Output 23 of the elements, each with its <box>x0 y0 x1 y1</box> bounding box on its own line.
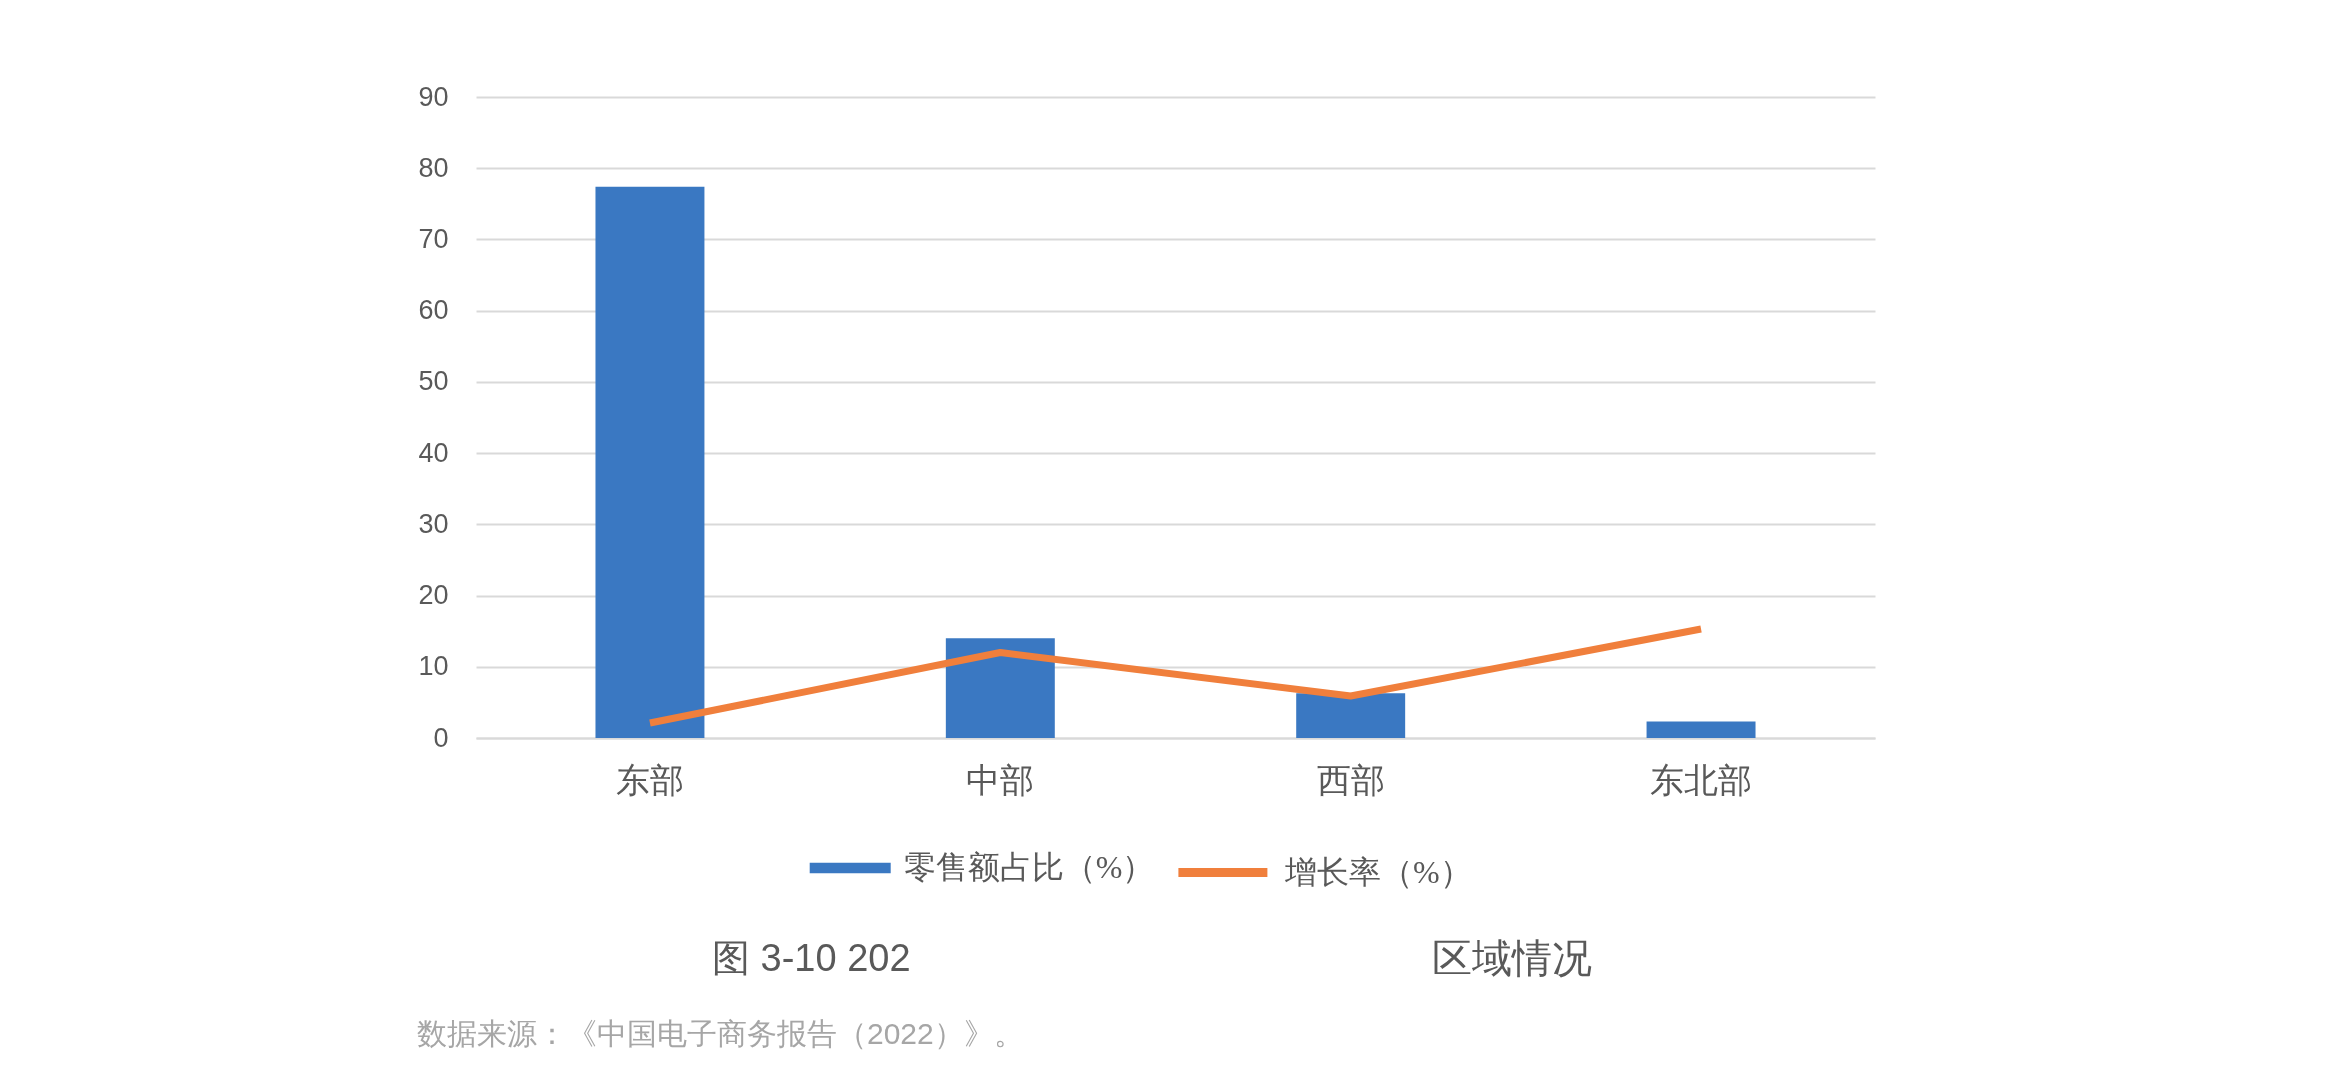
y-tick-label: 90 <box>418 81 449 112</box>
bar <box>595 186 705 738</box>
caption: 图 3-10 202 <box>712 937 911 979</box>
y-tick-label: 20 <box>418 580 449 611</box>
y-tick-label: 40 <box>418 437 449 468</box>
text: 区域情况 <box>1432 936 1592 980</box>
source-note: 数据来源：《中国电子商务报告（2022）》。 <box>417 1017 1024 1050</box>
bar <box>1296 693 1406 738</box>
y-tick-label: 70 <box>418 223 449 254</box>
x-tick-label: 西部 <box>1316 761 1385 799</box>
legend-label: 增长率（%） <box>1283 853 1472 890</box>
x-tick-label: 东北部 <box>1650 761 1753 799</box>
x-tick-label: 中部 <box>966 761 1035 799</box>
x-tick-label: 东部 <box>615 761 684 799</box>
y-tick-label: 0 <box>433 722 449 753</box>
y-tick-label: 10 <box>418 651 449 682</box>
y-tick-label: 60 <box>418 295 449 326</box>
bar <box>1646 721 1756 738</box>
legend-label: 零售额占比（%） <box>903 849 1155 885</box>
y-tick-label: 80 <box>418 152 449 183</box>
y-tick-label: 50 <box>418 366 449 397</box>
bar <box>945 638 1055 738</box>
y-tick-label: 30 <box>418 508 449 539</box>
